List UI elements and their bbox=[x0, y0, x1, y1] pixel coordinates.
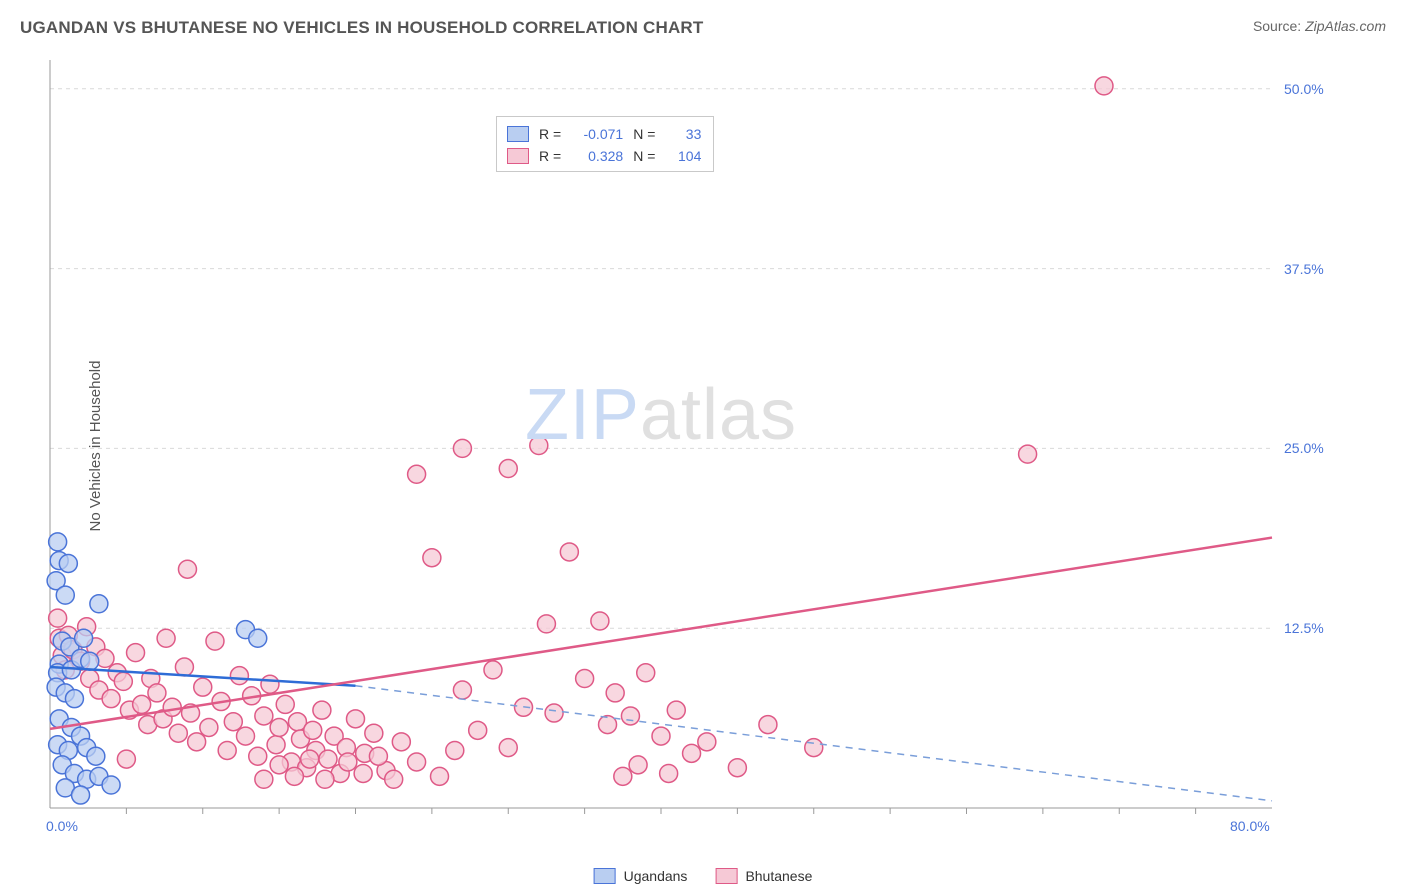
legend-label-bhutanese: Bhutanese bbox=[745, 868, 812, 884]
scatter-plot bbox=[46, 56, 1276, 836]
legend-label-ugandans: Ugandans bbox=[624, 868, 688, 884]
swatch-bhutanese bbox=[715, 868, 737, 884]
swatch-bhutanese bbox=[507, 148, 529, 164]
legend-row-ugandans: R = -0.071 N = 33 bbox=[507, 123, 701, 145]
r-label: R = bbox=[539, 148, 561, 164]
chart-title: UGANDAN VS BHUTANESE NO VEHICLES IN HOUS… bbox=[20, 18, 704, 38]
source-attribution: Source: ZipAtlas.com bbox=[1253, 18, 1386, 34]
source-name: ZipAtlas.com bbox=[1305, 18, 1386, 34]
swatch-ugandans bbox=[507, 126, 529, 142]
legend-item-ugandans: Ugandans bbox=[594, 868, 688, 884]
plot-container: ZIPatlas R = -0.071 N = 33 R = 0.328 N =… bbox=[46, 56, 1276, 836]
n-value-bhutanese: 104 bbox=[665, 148, 701, 164]
y-tick-label: 25.0% bbox=[1284, 440, 1324, 456]
r-value-bhutanese: 0.328 bbox=[571, 148, 623, 164]
source-label: Source: bbox=[1253, 18, 1301, 34]
n-label: N = bbox=[633, 126, 655, 142]
y-tick-label: 12.5% bbox=[1284, 620, 1324, 636]
legend-item-bhutanese: Bhutanese bbox=[715, 868, 812, 884]
x-tick-label: 80.0% bbox=[1230, 818, 1270, 834]
y-tick-label: 37.5% bbox=[1284, 261, 1324, 277]
r-label: R = bbox=[539, 126, 561, 142]
y-tick-label: 50.0% bbox=[1284, 81, 1324, 97]
legend-row-bhutanese: R = 0.328 N = 104 bbox=[507, 145, 701, 167]
correlation-legend: R = -0.071 N = 33 R = 0.328 N = 104 bbox=[496, 116, 714, 172]
n-value-ugandans: 33 bbox=[665, 126, 701, 142]
n-label: N = bbox=[633, 148, 655, 164]
swatch-ugandans bbox=[594, 868, 616, 884]
x-tick-label: 0.0% bbox=[46, 818, 78, 834]
r-value-ugandans: -0.071 bbox=[571, 126, 623, 142]
series-legend: Ugandans Bhutanese bbox=[594, 868, 813, 884]
